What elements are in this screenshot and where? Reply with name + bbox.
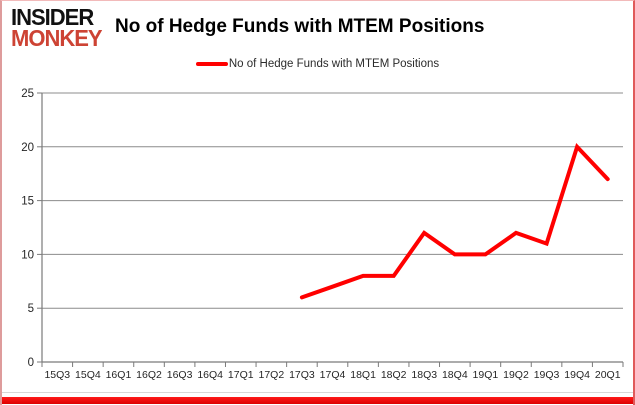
svg-text:16Q4: 16Q4 [197, 369, 223, 381]
svg-text:18Q1: 18Q1 [350, 369, 376, 381]
svg-text:19Q3: 19Q3 [534, 369, 560, 381]
y-tick-labels: 0 5 10 15 20 25 [21, 88, 42, 369]
svg-text:10: 10 [21, 249, 34, 261]
svg-text:20: 20 [21, 142, 34, 154]
svg-text:16Q1: 16Q1 [106, 369, 132, 381]
svg-text:15Q4: 15Q4 [75, 369, 101, 381]
svg-text:25: 25 [21, 88, 34, 100]
svg-text:17Q4: 17Q4 [320, 369, 346, 381]
insider-monkey-logo: INSIDER MONKEY [11, 3, 113, 52]
svg-text:19Q2: 19Q2 [503, 369, 529, 381]
svg-text:18Q2: 18Q2 [381, 369, 407, 381]
svg-text:17Q2: 17Q2 [258, 369, 284, 381]
svg-text:19Q4: 19Q4 [564, 369, 590, 381]
bottom-red-bar [2, 397, 633, 404]
legend-line-swatch [195, 62, 228, 66]
svg-text:18Q4: 18Q4 [442, 369, 468, 381]
svg-text:15: 15 [21, 196, 34, 208]
logo-line-monkey: MONKEY [11, 25, 103, 52]
svg-text:17Q1: 17Q1 [228, 369, 254, 381]
legend-label: No of Hedge Funds with MTEM Positions [228, 58, 440, 70]
x-tick-labels: 15Q3 15Q4 16Q1 16Q2 16Q3 16Q4 17Q1 17Q2 17Q3 17Q4… [41, 362, 624, 381]
svg-text:20Q1: 20Q1 [595, 369, 621, 381]
svg-text:19Q1: 19Q1 [473, 369, 499, 381]
svg-text:15Q3: 15Q3 [44, 369, 70, 381]
series-line [299, 142, 610, 300]
logo-line-insider: INSIDER [11, 3, 94, 31]
svg-text:17Q3: 17Q3 [289, 369, 315, 381]
gridlines [42, 92, 623, 309]
svg-text:18Q3: 18Q3 [411, 369, 437, 381]
svg-text:16Q2: 16Q2 [136, 369, 162, 381]
page-title: No of Hedge Funds with MTEM Positions [115, 16, 485, 37]
svg-text:5: 5 [28, 303, 34, 315]
bottom-hairline [2, 392, 633, 393]
svg-text:0: 0 [28, 357, 34, 369]
svg-text:16Q3: 16Q3 [167, 369, 193, 381]
chart-legend: No of Hedge Funds with MTEM Positions [2, 58, 633, 70]
